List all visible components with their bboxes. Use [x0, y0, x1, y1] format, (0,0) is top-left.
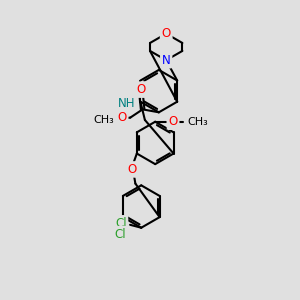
Text: Cl: Cl [114, 228, 126, 241]
Text: CH₃: CH₃ [187, 117, 208, 127]
Text: CH₃: CH₃ [93, 115, 114, 125]
Text: O: O [128, 163, 137, 176]
Text: O: O [136, 83, 146, 96]
Text: N: N [162, 54, 171, 67]
Text: O: O [118, 111, 127, 124]
Text: NH: NH [118, 97, 135, 110]
Text: Cl: Cl [115, 217, 127, 230]
Text: O: O [162, 27, 171, 40]
Text: O: O [168, 115, 178, 128]
